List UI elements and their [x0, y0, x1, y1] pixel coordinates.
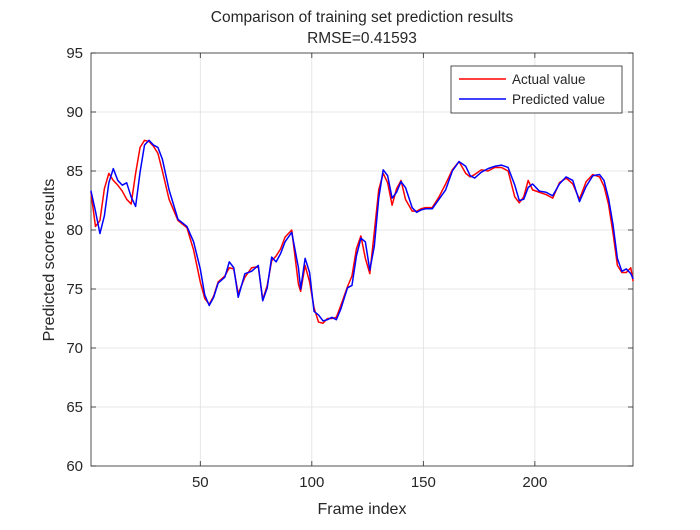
y-tick-label: 75: [66, 281, 83, 298]
y-tick-label: 80: [66, 222, 83, 239]
series-lines: [90, 139, 634, 324]
legend[interactable]: Actual value Predicted value: [450, 65, 623, 114]
y-tick-label: 85: [66, 163, 83, 180]
y-tick-label: 90: [66, 104, 83, 121]
y-tick-label: 70: [66, 340, 83, 357]
plot-area-frame: [90, 52, 634, 467]
axes-ticks: 50 100 150 200 60 65 70 75 80 85 90 95: [66, 45, 633, 491]
y-tick-label: 65: [66, 399, 83, 416]
x-tick-label: 150: [411, 474, 436, 491]
x-tick-label: 50: [192, 474, 209, 491]
y-axis-label: Predicted score results: [41, 179, 58, 342]
x-tick-label: 200: [522, 474, 547, 491]
y-tick-label: 95: [66, 45, 83, 62]
x-tick-label: 100: [299, 474, 324, 491]
y-tick-label: 60: [66, 458, 83, 475]
legend-label-actual: Actual value: [512, 72, 586, 87]
chart-subtitle: RMSE=0.41593: [307, 30, 417, 47]
x-axis-label: Frame index: [318, 501, 407, 518]
series-line-actual: [90, 139, 634, 324]
grid: [91, 53, 633, 466]
legend-box: [450, 65, 623, 114]
legend-label-predicted: Predicted value: [512, 92, 605, 107]
chart-title: Comparison of training set prediction re…: [211, 9, 514, 26]
series-line-predicted: [90, 139, 634, 322]
